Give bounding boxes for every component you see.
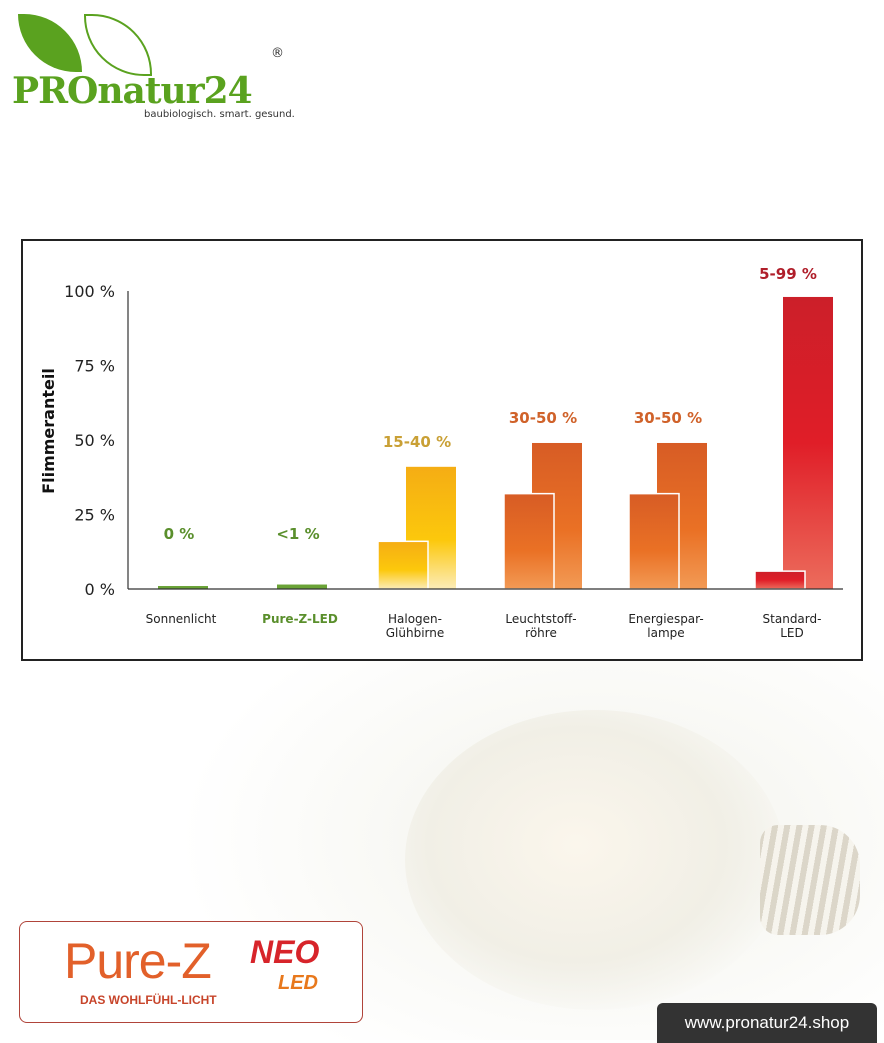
x-tick-label-line2: röhre: [525, 626, 557, 640]
x-tick-label-line2: Glühbirne: [386, 626, 445, 640]
bar-low: [754, 570, 806, 590]
data-label: <1 %: [276, 525, 319, 543]
bar-low: [377, 540, 429, 590]
y-tick-label: 25 %: [74, 506, 115, 525]
flicker-chart: Flimmeranteil 0 % 25 % 50 % 75 % 100 % 0 % So…: [39, 265, 843, 640]
bar-low: [628, 492, 680, 590]
pure-z-neo-led-logo[interactable]: Pure-Z NEO LED DAS WOHLFÜHL-LICHT: [19, 921, 363, 1023]
bar: [158, 586, 208, 589]
x-tick-label: Halogen-: [388, 612, 442, 626]
y-tick-label: 75 %: [74, 357, 115, 376]
leaf-outline-icon: [84, 14, 152, 76]
data-label: 5-99 %: [759, 265, 817, 283]
x-tick-label-line2: lampe: [647, 626, 684, 640]
x-tick-label: Pure-Z-LED: [262, 612, 338, 626]
brand-led: LED: [278, 972, 318, 994]
bar: [277, 584, 327, 589]
data-label: 0 %: [164, 525, 195, 543]
brand-name: Pure-Z: [64, 933, 212, 989]
brand-slogan: DAS WOHLFÜHL-LICHT: [80, 993, 217, 1007]
x-tick-label: Leuchtstoff-: [505, 612, 576, 626]
x-tick-label-line2: LED: [780, 626, 804, 640]
bulb-socket-image: [760, 825, 860, 935]
logo-wordmark: PROnatur24: [12, 70, 253, 112]
bar-high: [783, 296, 833, 589]
x-tick-label: Energiespar-: [628, 612, 703, 626]
logo-tagline: baubiologisch. smart. gesund.: [144, 109, 295, 120]
data-label: 30-50 %: [634, 409, 702, 427]
data-label: 15-40 %: [383, 433, 451, 451]
leaf-icon: [18, 14, 82, 72]
x-tick-label: Sonnenlicht: [146, 612, 217, 626]
bar-low: [503, 492, 555, 590]
y-axis-label: Flimmeranteil: [39, 368, 58, 494]
y-tick-label: 100 %: [64, 282, 115, 301]
light-bulb-image: [405, 710, 785, 1010]
shop-url-link[interactable]: www.pronatur24.shop: [657, 1003, 877, 1043]
registered-mark: ®: [271, 46, 284, 61]
y-tick-label: 50 %: [74, 431, 115, 450]
x-tick-label: Standard-: [763, 612, 822, 626]
data-label: 30-50 %: [509, 409, 577, 427]
chart-frame: Flimmeranteil 0 % 25 % 50 % 75 % 100 % 0 % So…: [21, 239, 863, 661]
brand-neo: NEO: [250, 934, 320, 970]
y-tick-label: 0 %: [85, 580, 115, 599]
